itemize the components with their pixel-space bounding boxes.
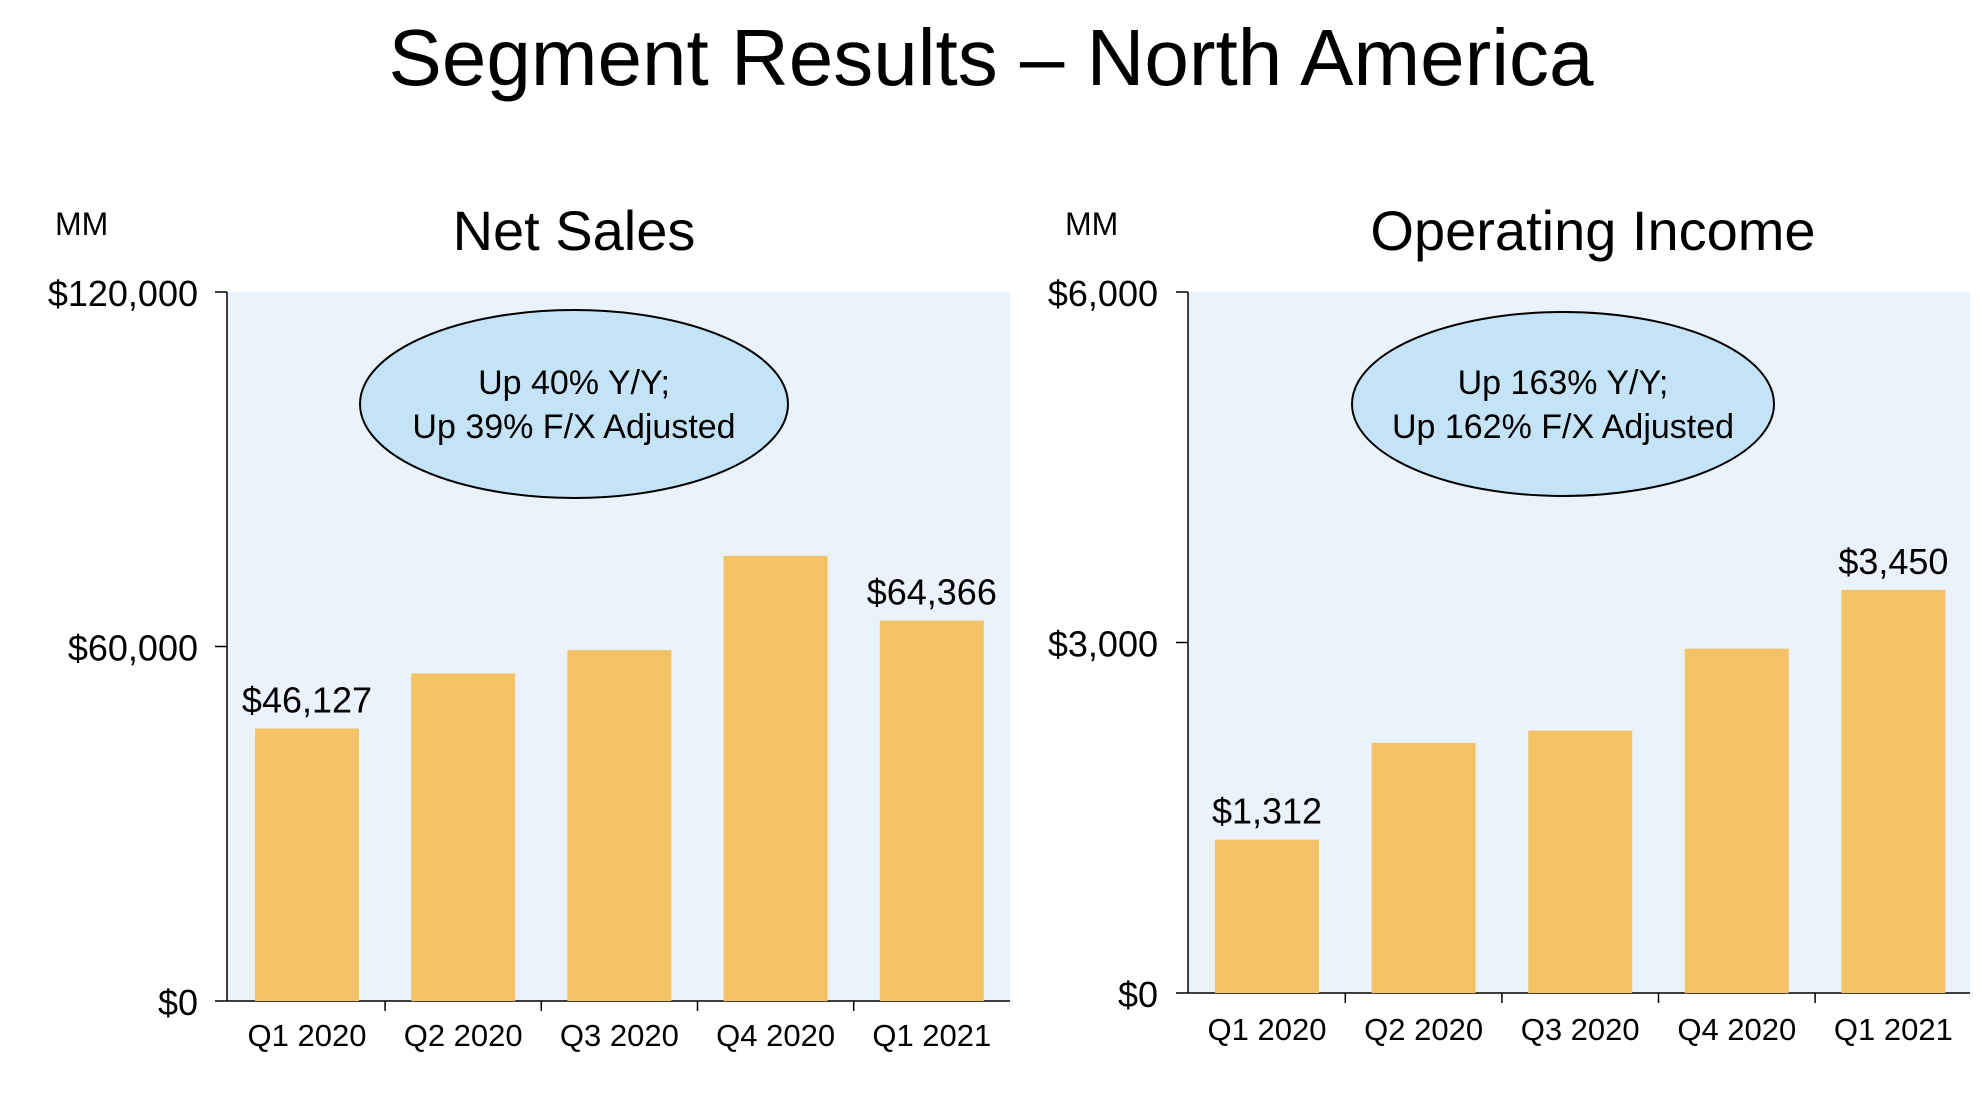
bar — [411, 673, 516, 1001]
data-label: $3,450 — [1838, 541, 1948, 582]
bar — [1684, 648, 1789, 993]
x-tick-label: Q4 2020 — [1677, 1012, 1796, 1047]
net-sales-chart: $0 $60,000 $120,000 MM Net Sales Q1 2020 $46,1… — [48, 199, 1010, 1053]
unit-label: MM — [55, 206, 108, 242]
growth-callout — [359, 309, 789, 499]
bar — [255, 728, 359, 1001]
data-label: $64,366 — [867, 572, 997, 613]
x-tick-label: Q1 2021 — [872, 1018, 991, 1053]
x-tick-label: Q3 2020 — [1521, 1012, 1640, 1047]
x-tick-label: Q4 2020 — [716, 1018, 835, 1053]
x-tick-label: Q3 2020 — [560, 1018, 679, 1053]
growth-callout — [1351, 311, 1775, 497]
y-tick-label: $0 — [158, 982, 198, 1023]
bar — [1215, 839, 1319, 993]
chart-title: Operating Income — [1370, 199, 1815, 262]
y-tick-label: $60,000 — [68, 628, 198, 669]
callout-line-1: Up 163% Y/Y; — [1458, 364, 1669, 402]
x-tick-label: Q1 2020 — [1208, 1012, 1327, 1047]
x-tick-label: Q2 2020 — [1364, 1012, 1483, 1047]
y-tick-label: $120,000 — [48, 273, 198, 314]
callout-line-1: Up 40% Y/Y; — [478, 364, 670, 402]
x-tick-label: Q1 2021 — [1834, 1012, 1953, 1047]
bar — [1528, 730, 1633, 993]
y-tick-label: $0 — [1118, 974, 1158, 1015]
y-tick-label: $6,000 — [1048, 273, 1158, 314]
data-label: $46,127 — [242, 679, 372, 720]
bar — [723, 555, 828, 1001]
bar — [879, 620, 984, 1001]
callout-line-2: Up 162% F/X Adjusted — [1392, 408, 1734, 446]
bar — [1841, 589, 1946, 993]
chart-title: Net Sales — [453, 199, 696, 262]
y-tick-label: $3,000 — [1048, 624, 1158, 665]
callout-line-2: Up 39% F/X Adjusted — [412, 408, 735, 446]
data-label: $1,312 — [1212, 791, 1322, 832]
page-title: Segment Results – North America — [388, 13, 1594, 102]
bar — [1371, 742, 1476, 993]
unit-label: MM — [1065, 206, 1118, 242]
x-tick-label: Q2 2020 — [404, 1018, 523, 1053]
x-tick-label: Q1 2020 — [248, 1018, 367, 1053]
operating-income-chart: $0 $3,000 $6,000 MM Operating Income Q1 2020 $… — [1048, 199, 1970, 1047]
bar — [567, 650, 672, 1001]
